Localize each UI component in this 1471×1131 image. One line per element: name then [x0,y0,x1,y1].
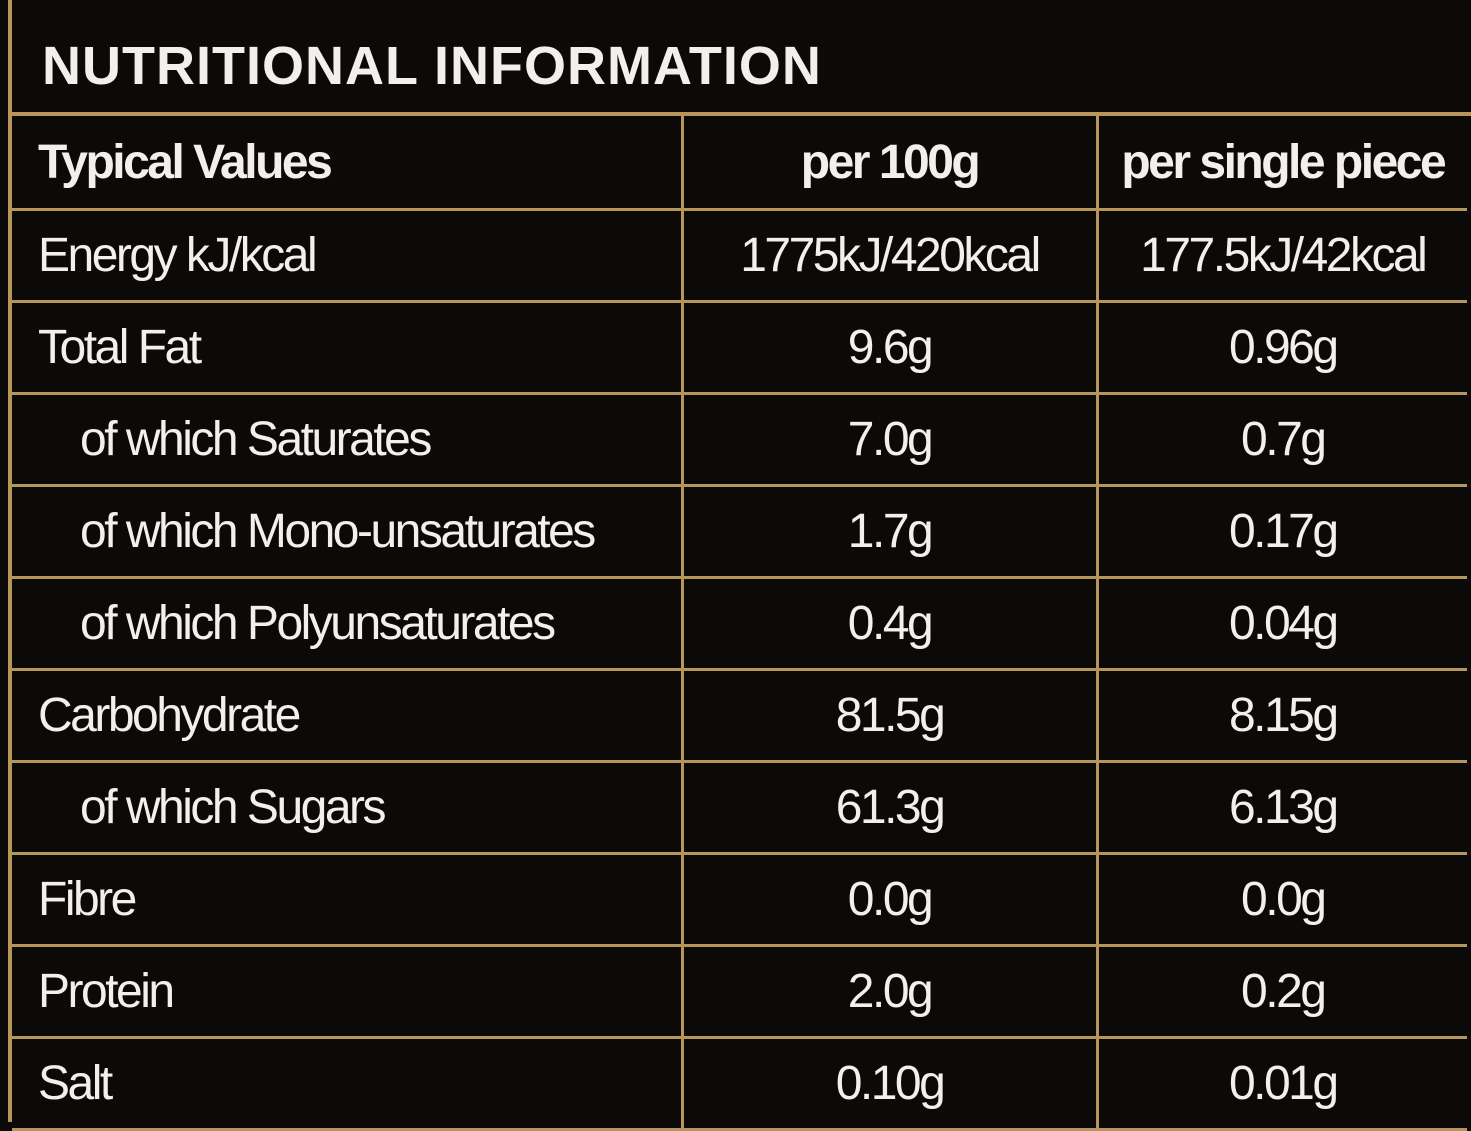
nutrient-value: 0.17g [1095,484,1467,579]
table-row: Total Fat 9.6g 0.96g [12,300,1467,395]
table-row: Protein 2.0g 0.2g [12,944,1467,1039]
nutrition-table: Typical Values per 100g per single piece E… [12,116,1467,1131]
nutrient-value: 61.3g [680,760,1099,855]
table-row: Energy kJ/kcal 1775kJ/420kcal 177.5kJ/42kc… [12,208,1467,303]
table-row: of which Sugars 61.3g 6.13g [12,760,1467,855]
nutrient-label: Total Fat [12,300,684,395]
table-row: of which Polyunsaturates 0.4g 0.04g [12,576,1467,671]
header-row: Typical Values per 100g per single piece [12,116,1467,211]
nutrient-value: 9.6g [680,300,1099,395]
nutrition-panel: NUTRITIONAL INFORMATION Typical Values pe… [8,0,1471,1131]
title: NUTRITIONAL INFORMATION [12,0,1471,116]
nutrient-value: 6.13g [1095,760,1467,855]
nutrient-value: 0.0g [1095,852,1467,947]
table-row: Carbohydrate 81.5g 8.15g [12,668,1467,763]
nutrient-value: 1775kJ/420kcal [680,208,1099,303]
nutrient-label: of which Mono-unsaturates [12,484,684,579]
nutrient-label: Protein [12,944,684,1039]
header-cell: per single piece [1095,116,1467,211]
nutrient-value: 81.5g [680,668,1099,763]
header-cell: per 100g [680,116,1099,211]
nutrient-value: 0.4g [680,576,1099,671]
nutrient-value: 0.96g [1095,300,1467,395]
nutrient-value: 2.0g [680,944,1099,1039]
nutrient-label: of which Sugars [12,760,684,855]
nutrient-value: 0.2g [1095,944,1467,1039]
nutrient-label: of which Saturates [12,392,684,487]
table-row: of which Mono-unsaturates 1.7g 0.17g [12,484,1467,579]
nutrient-label: Fibre [12,852,684,947]
table-row: of which Saturates 7.0g 0.7g [12,392,1467,487]
header-cell: Typical Values [12,116,684,211]
table-row: Fibre 0.0g 0.0g [12,852,1467,947]
nutrient-value: 177.5kJ/42kcal [1095,208,1467,303]
nutrient-value: 0.10g [680,1036,1099,1131]
nutrient-label: Salt [12,1036,684,1131]
nutrient-value: 0.7g [1095,392,1467,487]
nutrient-value: 0.04g [1095,576,1467,671]
nutrient-value: 0.01g [1095,1036,1467,1131]
nutrient-value: 7.0g [680,392,1099,487]
nutrient-value: 8.15g [1095,668,1467,763]
table-row: Salt 0.10g 0.01g [12,1036,1467,1131]
nutrient-label: of which Polyunsaturates [12,576,684,671]
nutrient-label: Energy kJ/kcal [12,208,684,303]
nutrient-value: 1.7g [680,484,1099,579]
nutrient-value: 0.0g [680,852,1099,947]
nutrient-label: Carbohydrate [12,668,684,763]
